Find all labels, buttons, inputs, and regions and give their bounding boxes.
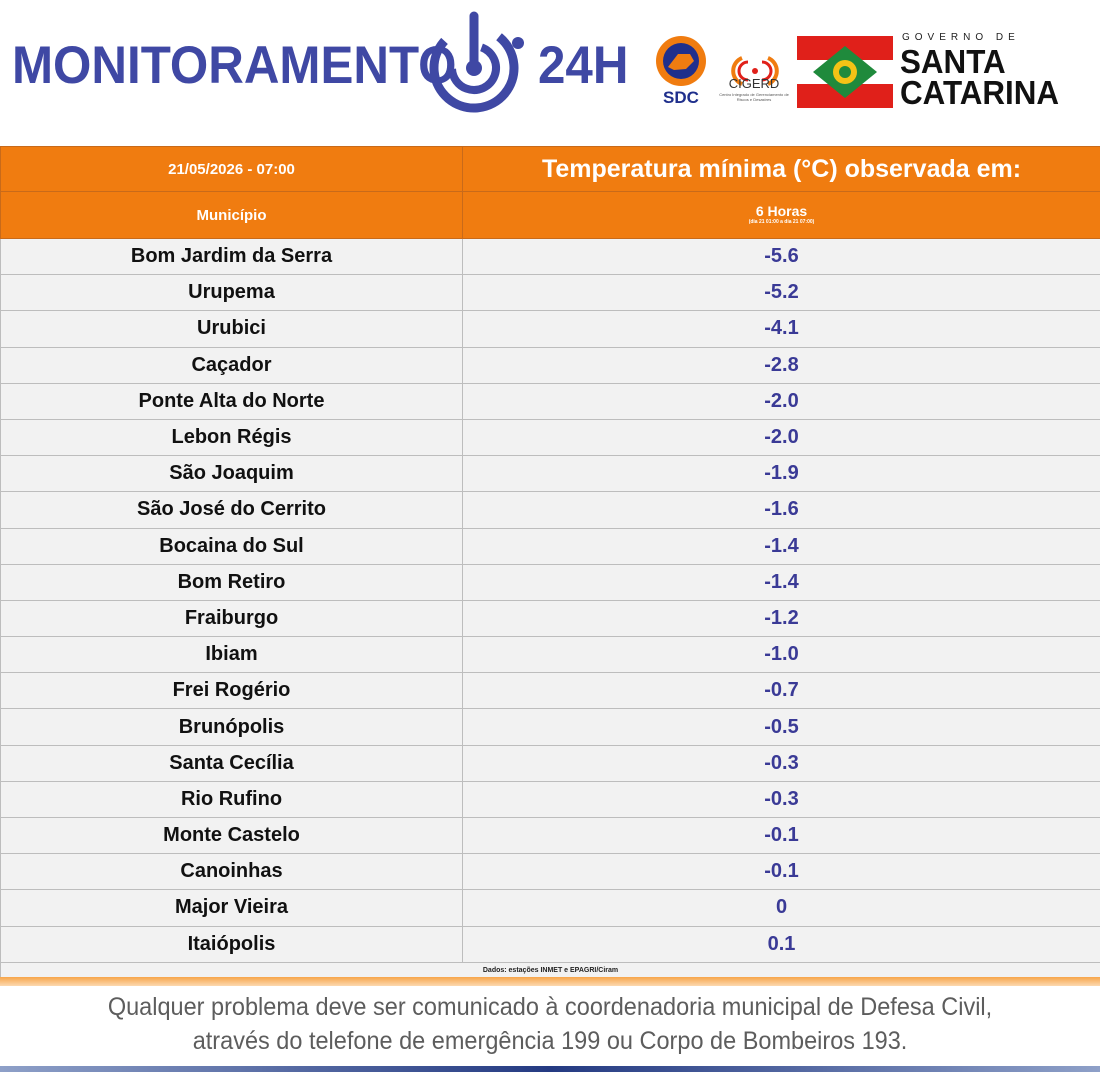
table-row: Itaiópolis 0.1 [0, 925, 1100, 963]
table-row: Ponte Alta do Norte -2.0 [0, 382, 1100, 420]
municipality-name: Bom Retiro [0, 563, 463, 601]
table-row: Canoinhas -0.1 [0, 853, 1100, 891]
report-datetime: 21/05/2026 - 07:00 [0, 146, 463, 192]
table-row: Major Vieira 0 [0, 889, 1100, 927]
min-temperature-value: -0.7 [462, 672, 1100, 710]
column-header-period: 6 Horas (dia 21 01:00 a dia 21 07:00) [462, 191, 1100, 239]
min-temperature-value: 0 [462, 889, 1100, 927]
min-temperature-value: -5.2 [462, 274, 1100, 312]
column-header-municipio: Município [0, 191, 463, 239]
bottom-bar [0, 1066, 1100, 1072]
municipality-name: Frei Rogério [0, 672, 463, 710]
santa-catarina-flag-icon [797, 36, 893, 108]
table-row: São José do Cerrito -1.6 [0, 491, 1100, 529]
municipality-name: Bocaina do Sul [0, 527, 463, 565]
cigerd-label: CIGERD [728, 76, 780, 91]
data-source-note: Dados: estações INMET e EPAGRI/Ciram [0, 961, 1100, 980]
municipality-name: Ibiam [0, 636, 463, 674]
municipality-name: Lebon Régis [0, 418, 463, 457]
table-row: Fraiburgo -1.2 [0, 599, 1100, 638]
min-temperature-value: -1.6 [462, 491, 1100, 529]
brand-title: MONITORAMENTO [12, 36, 457, 95]
min-temperature-value: -2.8 [462, 346, 1100, 384]
min-temperature-value: -1.4 [462, 527, 1100, 565]
municipality-name: Major Vieira [0, 889, 463, 927]
municipality-name: Rio Rufino [0, 780, 463, 819]
min-temperature-value: -1.0 [462, 636, 1100, 674]
table-row: Urubici -4.1 [0, 310, 1100, 348]
table-row: Monte Castelo -0.1 [0, 816, 1100, 855]
min-temperature-value: -0.1 [462, 853, 1100, 891]
table-row: Bom Jardim da Serra -5.6 [0, 237, 1100, 276]
table-row: São Joaquim -1.9 [0, 455, 1100, 493]
municipality-name: Itaiópolis [0, 925, 463, 963]
temperature-table: 21/05/2026 - 07:00 Temperatura mínima (°… [0, 146, 1100, 980]
period-label: 6 Horas [755, 203, 808, 219]
min-temperature-value: -1.4 [462, 563, 1100, 601]
table-row: Ibiam -1.0 [0, 636, 1100, 674]
municipality-name: Caçador [0, 346, 463, 384]
temperature-table-wrap: 21/05/2026 - 07:00 Temperatura mínima (°… [0, 146, 1100, 980]
municipality-name: Bom Jardim da Serra [0, 237, 463, 276]
footer-line-2: através do telefone de emergência 199 ou… [192, 1027, 908, 1055]
table-row: Rio Rufino -0.3 [0, 780, 1100, 819]
municipality-name: Urubici [0, 310, 463, 348]
municipality-name: Fraiburgo [0, 599, 463, 638]
state-name-line1: SANTA [900, 43, 1006, 80]
municipality-name: Monte Castelo [0, 816, 463, 855]
min-temperature-value: -0.1 [462, 816, 1100, 855]
table-header-row: 21/05/2026 - 07:00 Temperatura mínima (°… [0, 146, 1100, 192]
municipality-name: Urupema [0, 274, 463, 312]
sdc-label: SDC [663, 88, 699, 107]
min-temperature-value: -1.2 [462, 599, 1100, 638]
orange-divider [0, 977, 1100, 986]
min-temperature-value: -5.6 [462, 237, 1100, 276]
period-sublabel: (dia 21 01:00 a dia 21 07:00) [748, 219, 815, 225]
table-row: Brunópolis -0.5 [0, 708, 1100, 746]
min-temperature-value: -0.3 [462, 780, 1100, 819]
government-label: GOVERNO DE [902, 32, 1020, 43]
table-row: Urupema -5.2 [0, 274, 1100, 312]
table-title: Temperatura mínima (°C) observada em: [462, 146, 1100, 192]
sdc-logo-icon [656, 36, 706, 86]
source-row: Dados: estações INMET e EPAGRI/Ciram [0, 961, 1100, 980]
table-row: Frei Rogério -0.7 [0, 672, 1100, 710]
min-temperature-value: -2.0 [462, 418, 1100, 457]
min-temperature-value: -4.1 [462, 310, 1100, 348]
min-temperature-value: -0.5 [462, 708, 1100, 746]
footer-notice: Qualquer problema deve ser comunicado à … [33, 990, 1067, 1058]
municipality-name: São Joaquim [0, 455, 463, 493]
table-row: Bom Retiro -1.4 [0, 563, 1100, 601]
radar-icon [429, 11, 524, 113]
municipality-name: Brunópolis [0, 708, 463, 746]
cigerd-subtitle: Centro Integrado de Gerenciamento de Ris… [719, 92, 789, 102]
header: MONITORAMENTO 24H SDC CIGERD Centro Inte… [0, 0, 1100, 146]
table-row: Santa Cecília -0.3 [0, 744, 1100, 782]
min-temperature-value: 0.1 [462, 925, 1100, 963]
min-temperature-value: -0.3 [462, 744, 1100, 782]
min-temperature-value: -1.9 [462, 455, 1100, 493]
footer-line-1: Qualquer problema deve ser comunicado à … [107, 993, 993, 1021]
table-row: Caçador -2.8 [0, 346, 1100, 384]
municipality-name: Canoinhas [0, 853, 463, 891]
municipality-name: Santa Cecília [0, 744, 463, 782]
brand-24h: 24H [538, 36, 629, 95]
table-row: Lebon Régis -2.0 [0, 418, 1100, 457]
column-header-row: Município 6 Horas (dia 21 01:00 a dia 21… [0, 191, 1100, 239]
cigerd-logo-icon [731, 56, 779, 86]
table-row: Bocaina do Sul -1.4 [0, 527, 1100, 565]
municipality-name: Ponte Alta do Norte [0, 382, 463, 420]
municipality-name: São José do Cerrito [0, 491, 463, 529]
state-name-line2: CATARINA [900, 74, 1060, 111]
min-temperature-value: -2.0 [462, 382, 1100, 420]
